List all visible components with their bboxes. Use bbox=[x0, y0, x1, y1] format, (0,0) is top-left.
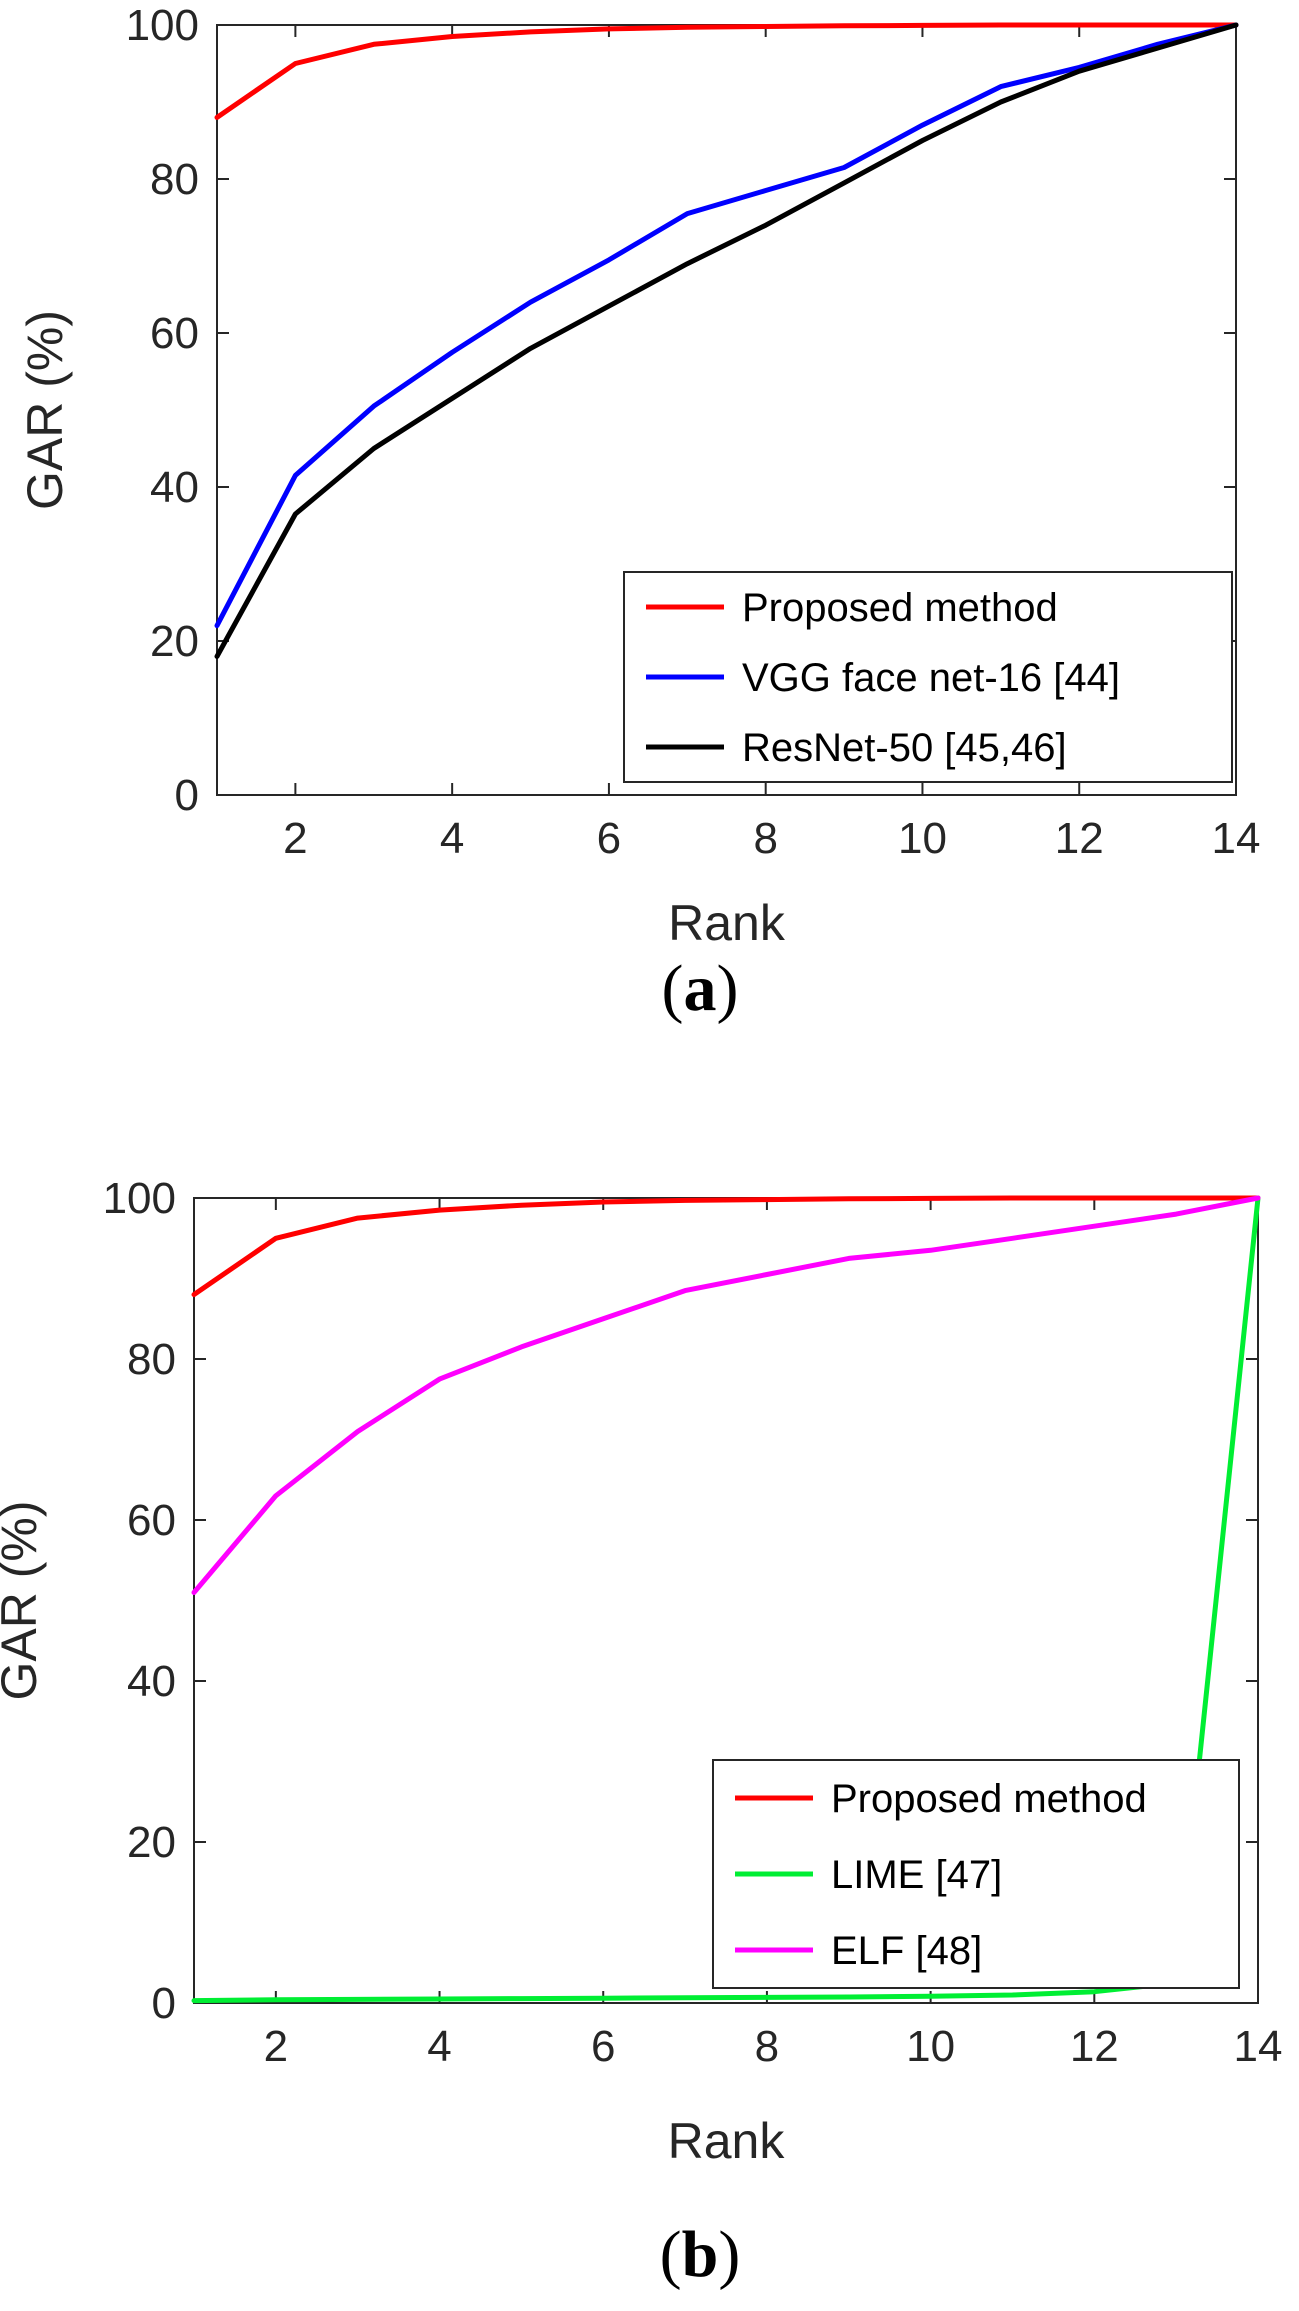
x-tick-label: 8 bbox=[755, 2022, 779, 2071]
y-tick-label: 20 bbox=[150, 617, 199, 666]
x-tick-label: 2 bbox=[264, 2022, 288, 2071]
legend-box bbox=[623, 571, 1233, 783]
y-tick-label: 40 bbox=[127, 1657, 176, 1706]
x-tick-label: 4 bbox=[427, 2022, 451, 2071]
y-tick-label: 0 bbox=[152, 1979, 176, 2028]
chart-panel-b: 2 4 6 8 10 12 14 0 20 40 60 80 100 Rank GAR (%) Propose… bbox=[0, 1174, 1282, 2291]
x-tick-label: 10 bbox=[898, 814, 947, 863]
series-line-proposed-method bbox=[214, 22, 1239, 120]
series-line-elf-48 bbox=[191, 1195, 1261, 1595]
y-tick-label: 20 bbox=[127, 1818, 176, 1867]
y-tick-label: 80 bbox=[127, 1335, 176, 1384]
x-tick-label: 12 bbox=[1055, 814, 1104, 863]
legend-label: Proposed method bbox=[742, 586, 1058, 630]
panel-caption-letter: b bbox=[682, 2218, 719, 2291]
y-axis-label: GAR (%) bbox=[17, 310, 73, 510]
legend-label: VGG face net-16 [44] bbox=[742, 656, 1120, 700]
y-tick-label: 80 bbox=[150, 155, 199, 204]
legend-label: ResNet-50 [45,46] bbox=[742, 726, 1067, 770]
x-tick-label: 14 bbox=[1212, 814, 1261, 863]
chart-panel-a: 2 4 6 8 10 12 14 0 20 40 60 80 100 Rank GAR (%) Propose… bbox=[17, 1, 1260, 1025]
x-tick-label: 2 bbox=[283, 814, 307, 863]
legend: Proposed method LIME [47] ELF [48] bbox=[712, 1759, 1240, 1989]
legend-label: Proposed method bbox=[831, 1777, 1147, 1821]
legend-label: LIME [47] bbox=[831, 1853, 1002, 1897]
x-tick-label: 6 bbox=[591, 2022, 615, 2071]
x-tick-label: 4 bbox=[440, 814, 464, 863]
legend: Proposed method VGG face net-16 [44] ResNe… bbox=[623, 571, 1233, 783]
panel-caption: (b) bbox=[660, 2218, 741, 2291]
y-tick-label: 0 bbox=[175, 771, 199, 820]
panel-caption: (a) bbox=[662, 952, 739, 1025]
y-tick-label: 60 bbox=[127, 1496, 176, 1545]
x-tick-label: 10 bbox=[906, 2022, 955, 2071]
x-tick-label: 8 bbox=[753, 814, 777, 863]
y-tick-label: 100 bbox=[103, 1174, 176, 1223]
series-line-lime-47 bbox=[191, 1195, 1261, 2004]
x-axis-label: Rank bbox=[668, 895, 786, 951]
panel-caption-letter: a bbox=[684, 952, 717, 1025]
y-tick-label: 40 bbox=[150, 463, 199, 512]
x-tick-label: 12 bbox=[1070, 2022, 1119, 2071]
y-tick-label: 60 bbox=[150, 309, 199, 358]
series-line-resnet-50-45-46 bbox=[214, 22, 1239, 659]
y-tick-label: 100 bbox=[126, 1, 199, 50]
x-axis-label: Rank bbox=[668, 2113, 786, 2169]
x-tick-label: 14 bbox=[1234, 2022, 1283, 2071]
series-line-vgg-face-net-16-44 bbox=[214, 22, 1239, 629]
x-tick-label: 6 bbox=[597, 814, 621, 863]
y-axis-label: GAR (%) bbox=[0, 1501, 47, 1701]
legend-label: ELF [48] bbox=[831, 1929, 982, 1973]
series-line-proposed-method bbox=[191, 1195, 1261, 1298]
